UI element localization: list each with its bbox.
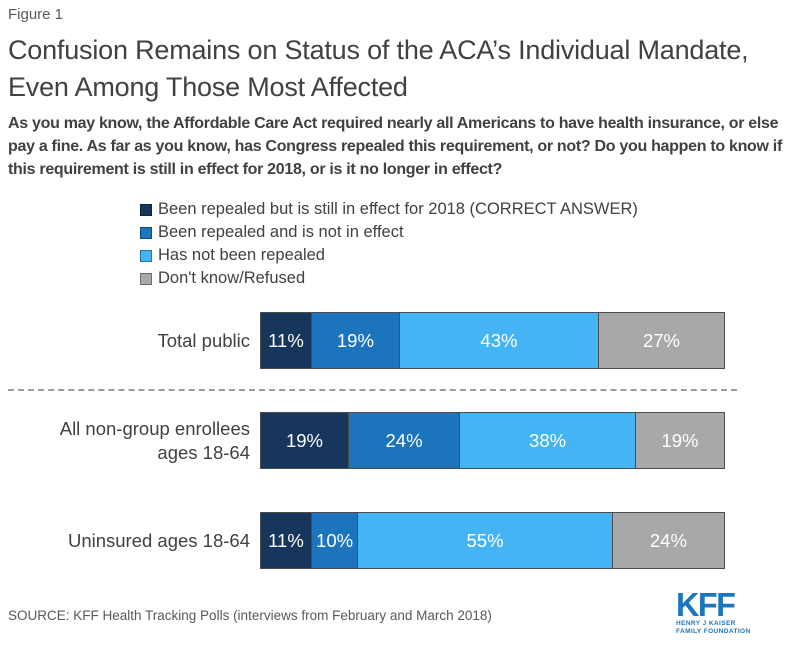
bar-value-label: 38%: [529, 429, 567, 451]
legend-item: Been repealed but is still in effect for…: [140, 198, 638, 221]
legend-item: Been repealed and is not in effect: [140, 221, 638, 244]
chart-legend: Been repealed but is still in effect for…: [140, 198, 638, 290]
dashed-divider: [8, 389, 737, 391]
stacked-bar: 11% 19% 43% 27%: [260, 312, 725, 369]
bar-value-label: 24%: [385, 429, 423, 451]
kff-logo: KFF HENRY J KAISER FAMILY FOUNDATION: [676, 586, 766, 635]
bar-value-label: 19%: [285, 429, 323, 451]
bar-value-label: 27%: [642, 329, 680, 351]
bar-segment: 11%: [261, 313, 312, 368]
legend-item: Don't know/Refused: [140, 267, 638, 290]
bar-segment: 19%: [311, 313, 400, 368]
bar-segment: 11%: [261, 513, 312, 568]
legend-label: Been repealed and is not in effect: [158, 223, 404, 241]
legend-label: Been repealed but is still in effect for…: [158, 200, 638, 218]
bar-value-label: 19%: [661, 429, 699, 451]
bar-segment: 27%: [598, 313, 724, 368]
kff-logo-subtext-line2: FAMILY FOUNDATION: [676, 627, 751, 635]
bar-value-label: 10%: [316, 529, 354, 551]
legend-swatch-icon: [140, 272, 152, 285]
bar-value-label: 24%: [649, 529, 687, 551]
legend-label: Has not been repealed: [158, 246, 325, 264]
stacked-bar: 11% 10% 55% 24%: [260, 512, 725, 569]
bar-segment: 24%: [612, 513, 724, 568]
legend-swatch-icon: [140, 226, 152, 239]
bar-value-label: 43%: [480, 329, 518, 351]
bar-value-label: 11%: [268, 329, 304, 351]
bar-segment: 19%: [636, 413, 724, 468]
bar-segment: 24%: [348, 413, 461, 468]
bar-value-label: 55%: [466, 529, 504, 551]
bar-segment: 38%: [460, 413, 637, 468]
legend-label: Don't know/Refused: [158, 269, 306, 287]
bar-segment: 10%: [311, 513, 359, 568]
legend-item: Has not been repealed: [140, 244, 638, 267]
bar-value-label: 19%: [336, 329, 374, 351]
category-label: Total public: [157, 329, 250, 351]
legend-swatch-icon: [140, 203, 152, 216]
bar-segment: 43%: [399, 313, 599, 368]
legend-swatch-icon: [140, 249, 152, 262]
kff-logo-text: KFF: [676, 586, 736, 623]
figure-label: Figure 1: [8, 6, 64, 23]
page-title: Confusion Remains on Status of the ACA’s…: [8, 35, 749, 102]
bar-value-label: 11%: [268, 529, 304, 551]
survey-question-text: As you may know, the Affordable Care Act…: [8, 115, 782, 178]
kff-logo-subtext-line1: HENRY J KAISER: [676, 620, 736, 627]
source-note: SOURCE: KFF Health Tracking Polls (inter…: [8, 608, 492, 623]
bar-segment: 55%: [358, 513, 613, 568]
category-label: Uninsured ages 18-64: [67, 529, 250, 551]
stacked-bar: 19% 24% 38% 19%: [260, 412, 725, 469]
bar-segment: 19%: [261, 413, 349, 468]
category-label: All non-group enrollees ages 18-64: [59, 417, 250, 463]
